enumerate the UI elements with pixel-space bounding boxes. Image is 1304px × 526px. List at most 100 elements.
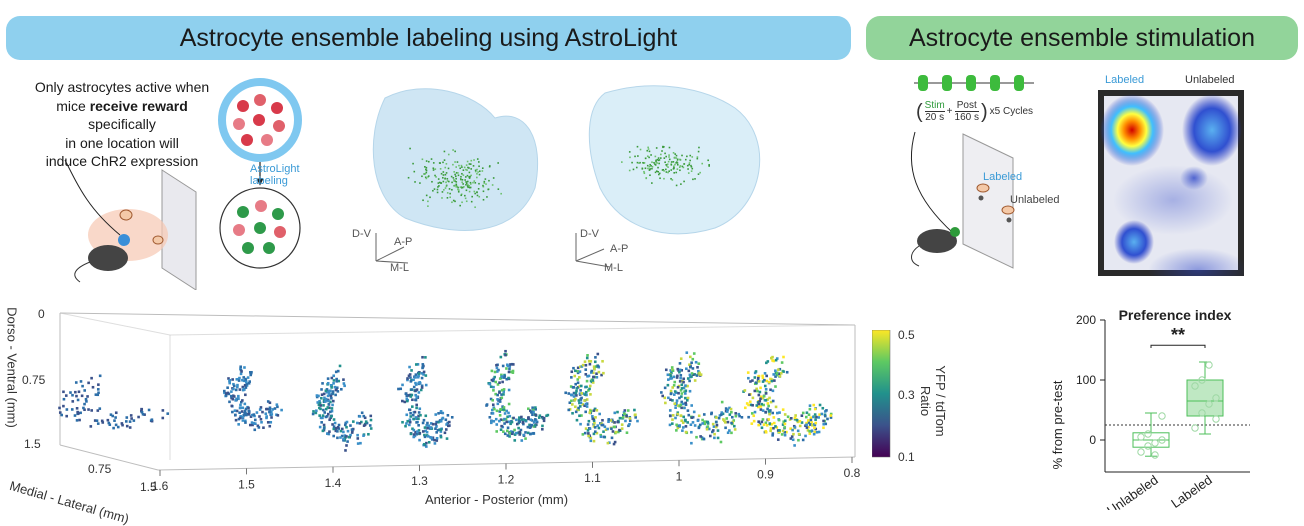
- scatter-point: [362, 434, 365, 437]
- scatter-point: [579, 389, 582, 392]
- brain-dot: [664, 161, 666, 164]
- scatter-point: [589, 409, 593, 413]
- brain-dot: [481, 167, 484, 169]
- scatter-point: [527, 417, 530, 421]
- brain-dot: [468, 177, 471, 179]
- scatter-point: [611, 430, 615, 433]
- scatter-point: [230, 390, 233, 393]
- preference-ylabel: % from pre-test: [1050, 380, 1065, 469]
- scatter-point: [360, 420, 363, 424]
- scatter-point: [765, 424, 769, 427]
- scatter-point: [534, 407, 537, 411]
- scatter-point: [593, 426, 597, 429]
- scatter-point: [331, 392, 334, 396]
- scatter-point: [238, 411, 241, 415]
- scatter-point: [241, 378, 244, 382]
- scatter-point: [166, 412, 170, 415]
- scatter-point: [534, 406, 537, 409]
- scatter-point: [241, 415, 245, 419]
- brain-dot: [455, 186, 458, 188]
- scatter-point: [416, 430, 419, 433]
- scatter-point: [496, 402, 500, 406]
- scatter-point: [94, 393, 98, 396]
- scatter-point: [232, 382, 235, 386]
- brain-dot: [470, 174, 472, 177]
- scatter-point: [764, 421, 768, 425]
- brain-dot: [500, 192, 502, 195]
- scatter-point: [415, 421, 418, 424]
- scatter-point: [417, 372, 421, 375]
- scatter-point: [531, 406, 534, 410]
- scatter-point: [775, 426, 779, 429]
- brain-dot: [643, 162, 645, 164]
- scatter-point: [270, 416, 273, 419]
- brain-dot: [641, 168, 644, 170]
- scatter-point: [249, 415, 253, 418]
- scatter-point: [329, 416, 332, 420]
- scatter-point: [734, 414, 738, 418]
- scatter-point: [132, 419, 136, 422]
- scatter-point: [232, 384, 236, 388]
- scatter-point: [522, 433, 525, 437]
- scatter-point: [769, 409, 772, 412]
- brain-dot: [675, 157, 678, 159]
- scatter-point: [623, 412, 626, 416]
- scatter-point: [321, 414, 325, 417]
- scatter-point: [686, 384, 689, 388]
- scatter-point: [732, 419, 736, 422]
- scatter-point: [706, 422, 710, 425]
- scatter-point: [680, 419, 684, 422]
- brain-dot: [470, 159, 473, 162]
- scatter-point: [431, 438, 434, 441]
- scatter-point: [328, 389, 331, 393]
- scatter-point: [720, 411, 724, 414]
- scatter-point: [704, 420, 707, 423]
- scatter-point: [356, 437, 360, 440]
- scatter-point: [593, 367, 596, 371]
- brain-dot: [462, 174, 465, 176]
- scatter-point: [79, 411, 82, 415]
- scatter-point: [756, 376, 760, 380]
- scatter-point: [826, 417, 829, 421]
- brain-dot: [477, 161, 480, 163]
- scatter-point: [793, 444, 796, 447]
- scatter-point: [730, 410, 733, 414]
- brain-dot: [454, 173, 456, 176]
- scatter-point: [332, 399, 335, 403]
- scatter-point: [570, 370, 574, 374]
- scatter-point: [716, 436, 720, 440]
- brain-dot: [445, 172, 448, 174]
- scatter-point: [599, 433, 603, 437]
- scatter-point: [439, 428, 443, 431]
- scatter-point: [97, 391, 100, 395]
- brain-dot: [657, 166, 659, 169]
- scatter-point: [518, 420, 521, 424]
- scatter-point: [764, 430, 767, 433]
- scatter-point: [774, 385, 777, 388]
- brain-dot: [453, 171, 455, 173]
- brain-dot: [436, 191, 439, 194]
- brain-dot: [664, 152, 666, 155]
- scatter-point: [581, 403, 585, 406]
- brain-dot: [469, 163, 472, 165]
- scatter-point: [576, 378, 580, 381]
- optic-fiber: [910, 131, 954, 234]
- brain-dot: [451, 201, 453, 204]
- brain-dot: [674, 153, 677, 155]
- brain-dot: [694, 178, 696, 180]
- scatter-point: [506, 415, 509, 419]
- scatter-point: [489, 397, 493, 401]
- scatter-point: [733, 424, 736, 428]
- brain-dot: [455, 181, 458, 183]
- scatter-point: [351, 429, 354, 433]
- scatter-point: [715, 420, 718, 424]
- scatter-point: [358, 415, 362, 418]
- scatter-point: [774, 358, 778, 362]
- scatter-point: [592, 432, 596, 436]
- scatter-point: [425, 430, 429, 434]
- scatter-point: [823, 414, 827, 418]
- brain-dot: [443, 189, 445, 191]
- scatter-point: [690, 416, 694, 419]
- scatter-point: [491, 412, 495, 415]
